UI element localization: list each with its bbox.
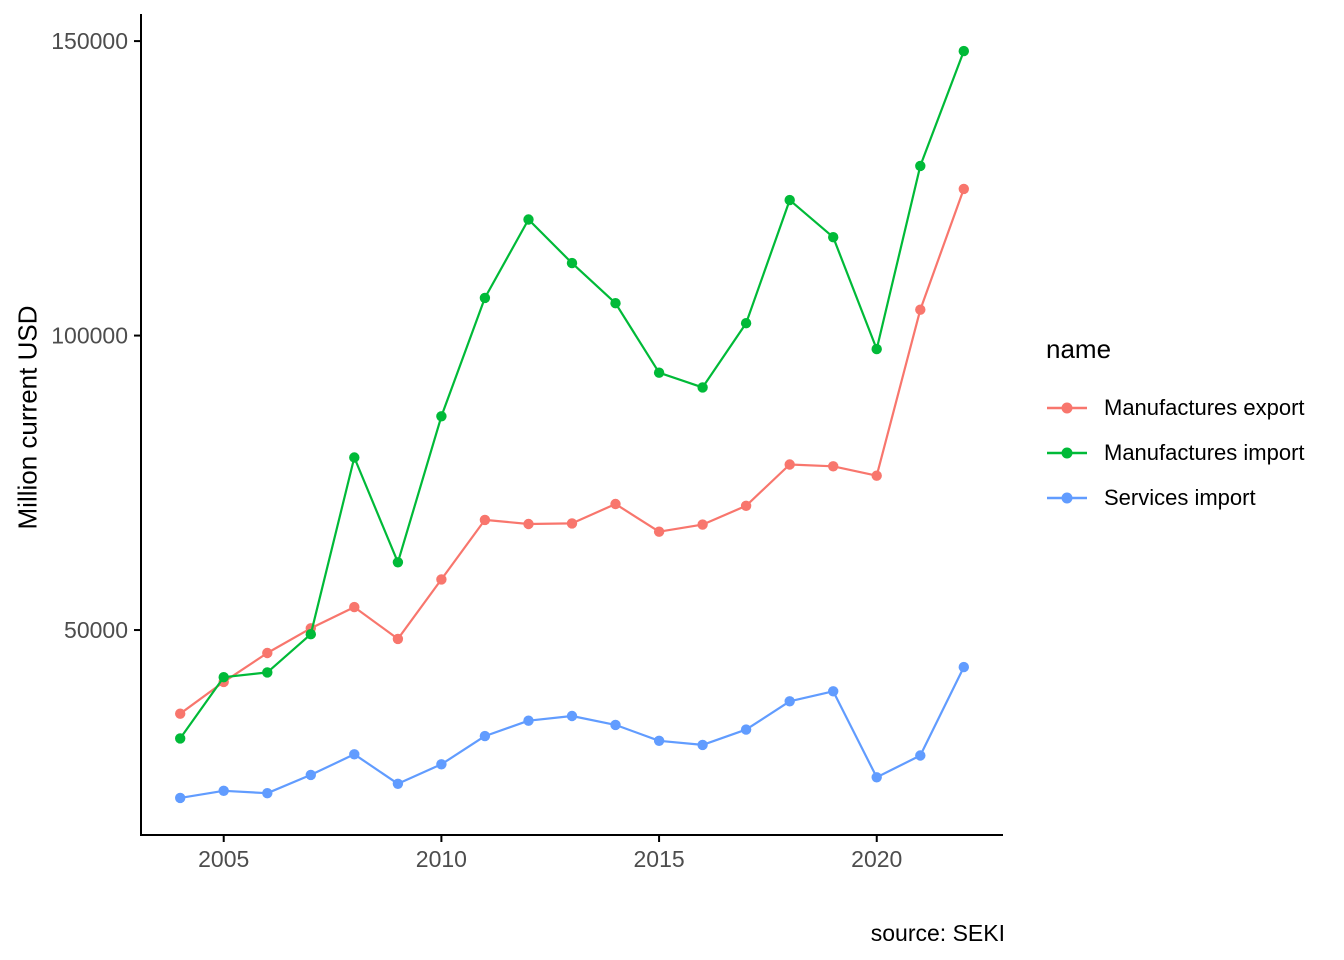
data-point-services-import [697, 739, 708, 751]
data-point-services-import [262, 788, 273, 799]
data-point-manufactures-export [740, 500, 752, 511]
data-point-services-import [218, 785, 229, 796]
legend-key-point [1061, 492, 1073, 503]
legend-item-manufactures-export: Manufactures export [1046, 385, 1305, 430]
data-point-manufactures-export [262, 647, 273, 659]
legend-title: name [1046, 334, 1112, 364]
data-point-manufactures-import [349, 452, 360, 463]
data-point-services-import [915, 750, 926, 761]
data-point-manufactures-export [479, 514, 491, 526]
data-point-manufactures-export [653, 526, 665, 537]
data-point-services-import [828, 686, 839, 697]
data-point-manufactures-import [828, 232, 839, 243]
data-point-services-import [436, 759, 447, 770]
legend-key-point [1061, 447, 1073, 458]
data-point-manufactures-import [566, 257, 578, 269]
legend-key-point [1061, 402, 1073, 413]
legend-item-manufactures-import: Manufactures import [1046, 430, 1305, 475]
data-point-manufactures-export [697, 519, 708, 530]
y-tick-label: 150000 [51, 28, 128, 54]
data-point-manufactures-export [915, 304, 926, 315]
data-point-services-import [871, 772, 882, 783]
data-point-manufactures-export [436, 574, 447, 585]
data-point-services-import [740, 724, 752, 735]
data-point-manufactures-import [392, 557, 404, 568]
legend: name Manufactures export Manufactures imp… [1046, 334, 1305, 520]
data-point-manufactures-export [958, 183, 969, 195]
y-tick-label: 50000 [64, 617, 128, 643]
data-point-manufactures-export [610, 498, 621, 510]
source-caption: source: SEKI [870, 920, 1005, 946]
data-point-services-import [784, 696, 795, 707]
data-point-services-import [566, 710, 578, 722]
legend-item-label: Services import [1104, 484, 1256, 510]
data-point-manufactures-import [305, 629, 316, 640]
data-point-manufactures-export [871, 470, 882, 481]
data-point-manufactures-import [436, 411, 447, 422]
data-point-services-import [479, 730, 491, 742]
data-point-manufactures-export [784, 459, 795, 470]
data-point-manufactures-export [175, 708, 186, 719]
legend-item-label: Manufactures export [1104, 394, 1305, 420]
x-tick-label: 2015 [633, 846, 684, 872]
legend-items: Manufactures export Manufactures import Se… [1046, 385, 1305, 520]
data-point-manufactures-export [523, 518, 534, 530]
data-point-manufactures-export [828, 461, 839, 472]
legend-key-icon [1047, 492, 1087, 503]
series-manufactures-import [175, 45, 969, 744]
x-tick-label: 2005 [198, 846, 249, 872]
data-point-manufactures-import [697, 382, 708, 393]
data-point-manufactures-import [784, 194, 795, 206]
data-point-manufactures-import [218, 672, 229, 683]
series-line-services-import [179, 665, 965, 800]
x-tick-label: 2010 [416, 846, 467, 872]
data-point-services-import [305, 769, 316, 781]
legend-item-services-import: Services import [1046, 475, 1305, 520]
data-point-services-import [610, 719, 621, 731]
x-tick-label: 2020 [851, 846, 902, 872]
legend-item-label: Manufactures import [1104, 439, 1305, 465]
data-point-manufactures-export [349, 601, 360, 613]
data-point-manufactures-import [740, 318, 752, 329]
data-point-manufactures-import [479, 292, 491, 304]
data-point-services-import [653, 735, 665, 746]
data-point-manufactures-import [653, 367, 665, 378]
data-point-manufactures-import [958, 45, 969, 57]
data-point-services-import [523, 715, 534, 726]
data-point-services-import [175, 792, 186, 804]
data-point-manufactures-export [392, 633, 404, 645]
data-point-services-import [958, 661, 969, 673]
legend-key-icon [1047, 402, 1087, 413]
data-point-services-import [349, 749, 360, 760]
legend-key-icon [1047, 447, 1087, 458]
data-point-manufactures-import [871, 343, 882, 355]
data-point-services-import [392, 778, 404, 789]
data-point-manufactures-import [610, 298, 621, 309]
data-point-manufactures-import [523, 214, 534, 225]
y-tick-label: 100000 [51, 323, 128, 349]
series-manufactures-export [175, 183, 969, 719]
data-point-manufactures-export [566, 518, 578, 529]
series-services-import [175, 661, 969, 804]
data-point-manufactures-import [175, 733, 186, 744]
data-point-manufactures-import [262, 667, 273, 678]
data-point-manufactures-import [915, 160, 926, 172]
